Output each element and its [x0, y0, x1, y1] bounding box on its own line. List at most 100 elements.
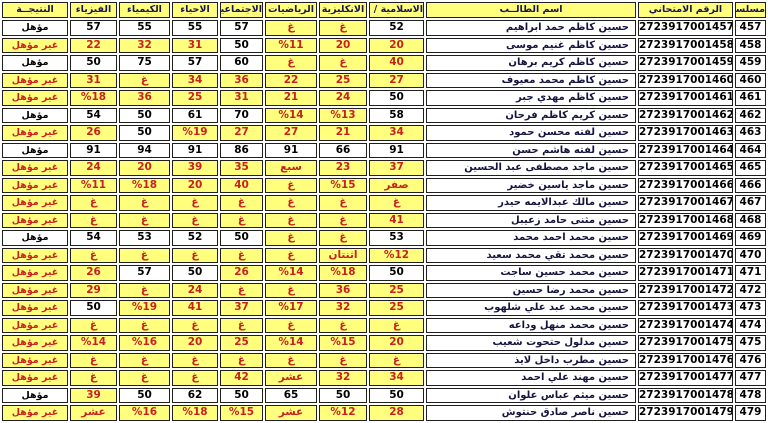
exam-number-cell: 2723917001472: [638, 282, 733, 298]
score-cell-chemistry: غ: [119, 195, 170, 211]
score-cell-social: 35: [220, 160, 263, 176]
score-cell-math: %14: [265, 265, 317, 281]
score-cell-english: 32: [319, 370, 367, 386]
student-name-cell: حسين مدلول حتحوت شعيب: [426, 335, 636, 351]
score-cell-chemistry: 50: [119, 125, 170, 141]
serial-cell: 477: [735, 370, 766, 386]
column-header-islamic: الاسلامية / العربية: [369, 2, 424, 18]
result-cell: مؤهل: [2, 387, 68, 403]
score-cell-chemistry: %16: [119, 405, 170, 421]
result-cell: غير مؤهل: [2, 160, 68, 176]
score-cell-math: %14: [265, 107, 317, 123]
score-cell-english: 66: [319, 142, 367, 158]
score-cell-social: 40: [220, 177, 263, 193]
exam-number-cell: 2723917001471: [638, 265, 733, 281]
score-cell-english: %15: [319, 177, 367, 193]
score-cell-math: %17: [265, 300, 317, 316]
score-cell-physics: 29: [70, 282, 117, 298]
exam-number-cell: 2723917001468: [638, 212, 733, 228]
student-name-cell: حسين محمد حسين ساجت: [426, 265, 636, 281]
table-row: 457 2723917001457 حسين كاظم حمد ابراهيم 52 غ…: [2, 20, 766, 36]
score-cell-english: %12: [319, 405, 367, 421]
score-cell-physics: غ: [70, 247, 117, 263]
score-cell-social: 50: [220, 387, 263, 403]
score-cell-social: 70: [220, 107, 263, 123]
score-cell-biology: 20: [172, 177, 218, 193]
serial-cell: 469: [735, 230, 766, 246]
table-row: 459 2723917001459 حسين كاظم كريم برهان 40 غ غ…: [2, 55, 766, 71]
score-cell-islamic: 50: [369, 265, 424, 281]
exam-number-cell: 2723917001458: [638, 37, 733, 53]
result-cell: غير مؤهل: [2, 212, 68, 228]
score-cell-social: غ: [220, 212, 263, 228]
score-cell-math: عشر: [265, 370, 317, 386]
score-cell-physics: غ: [70, 370, 117, 386]
serial-cell: 458: [735, 37, 766, 53]
column-header-math: الرياضيات: [265, 2, 317, 18]
column-header-chemistry: الكيمياء: [119, 2, 170, 18]
score-cell-biology: غ: [172, 247, 218, 263]
score-cell-math: غ: [265, 195, 317, 211]
table-row: 474 2723917001474 حسين محمد منهل وداعه غ غ غ غ…: [2, 317, 766, 333]
score-cell-english: 25: [319, 72, 367, 88]
score-cell-biology: 61: [172, 107, 218, 123]
score-cell-chemistry: 94: [119, 142, 170, 158]
result-cell: غير مؤهل: [2, 335, 68, 351]
score-cell-social: 31: [220, 90, 263, 106]
exam-number-cell: 2723917001461: [638, 90, 733, 106]
score-cell-math: 91: [265, 142, 317, 158]
score-cell-physics: غ: [70, 352, 117, 368]
exam-number-cell: 2723917001457: [638, 20, 733, 36]
score-cell-english: غ: [319, 317, 367, 333]
score-cell-chemistry: 53: [119, 230, 170, 246]
student-name-cell: حسين كريم كاظم فرحان: [426, 107, 636, 123]
score-cell-math: غ: [265, 230, 317, 246]
column-header-physics: الفيزياء: [70, 2, 117, 18]
serial-cell: 472: [735, 282, 766, 298]
student-name-cell: حسين مطرب داخل لايذ: [426, 352, 636, 368]
result-cell: غير مؤهل: [2, 282, 68, 298]
score-cell-english: %13: [319, 107, 367, 123]
serial-cell: 466: [735, 177, 766, 193]
score-cell-physics: 50: [70, 300, 117, 316]
score-cell-social: غ: [220, 352, 263, 368]
score-cell-english: %15: [319, 335, 367, 351]
score-cell-chemistry: 50: [119, 107, 170, 123]
score-cell-biology: 62: [172, 387, 218, 403]
score-cell-chemistry: 50: [119, 387, 170, 403]
result-cell: غير مؤهل: [2, 265, 68, 281]
score-cell-math: غ: [265, 352, 317, 368]
score-cell-english: اثنتان: [319, 247, 367, 263]
score-cell-islamic: صفر: [369, 177, 424, 193]
score-cell-english: غ: [319, 55, 367, 71]
table-row: 463 2723917001463 حسين لفته محسن حمود 34 21 2…: [2, 125, 766, 141]
score-cell-islamic: 91: [369, 142, 424, 158]
serial-cell: 460: [735, 72, 766, 88]
score-cell-math: %11: [265, 37, 317, 53]
score-cell-islamic: 58: [369, 107, 424, 123]
score-cell-physics: 91: [70, 142, 117, 158]
serial-cell: 476: [735, 352, 766, 368]
score-cell-math: غ: [265, 20, 317, 36]
result-cell: مؤهل: [2, 142, 68, 158]
result-cell: غير مؤهل: [2, 300, 68, 316]
score-cell-biology: 39: [172, 160, 218, 176]
exam-number-cell: 2723917001469: [638, 230, 733, 246]
score-cell-math: %14: [265, 335, 317, 351]
score-cell-chemistry: %16: [119, 335, 170, 351]
serial-cell: 463: [735, 125, 766, 141]
exam-number-cell: 2723917001467: [638, 195, 733, 211]
score-cell-english: غ: [319, 20, 367, 36]
exam-number-cell: 2723917001479: [638, 405, 733, 421]
score-cell-social: 60: [220, 55, 263, 71]
score-cell-math: غ: [265, 212, 317, 228]
score-cell-islamic: 40: [369, 55, 424, 71]
score-cell-social: غ: [220, 247, 263, 263]
exam-number-cell: 2723917001470: [638, 247, 733, 263]
result-cell: غير مؤهل: [2, 352, 68, 368]
score-cell-islamic: 27: [369, 72, 424, 88]
exam-number-cell: 2723917001464: [638, 142, 733, 158]
score-cell-islamic: 37: [369, 160, 424, 176]
score-cell-biology: غ: [172, 317, 218, 333]
